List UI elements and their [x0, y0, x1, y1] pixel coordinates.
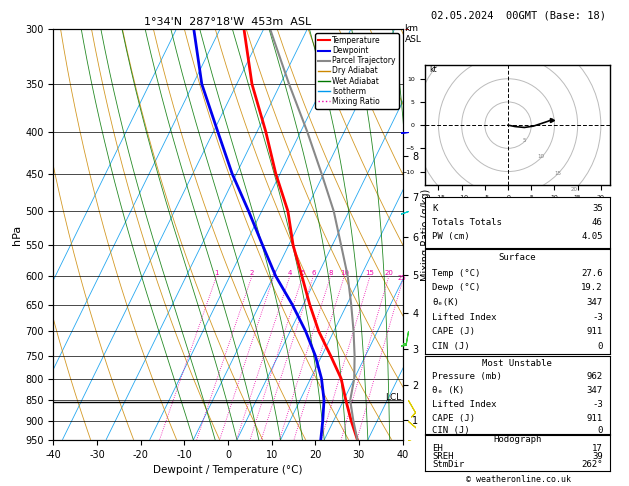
Text: Most Unstable: Most Unstable: [482, 359, 552, 368]
Text: 2: 2: [250, 270, 254, 276]
Text: 347: 347: [587, 386, 603, 395]
X-axis label: Dewpoint / Temperature (°C): Dewpoint / Temperature (°C): [153, 465, 303, 475]
Text: 6: 6: [311, 270, 316, 276]
Text: 911: 911: [587, 414, 603, 423]
Text: CAPE (J): CAPE (J): [432, 328, 475, 336]
Text: © weatheronline.co.uk: © weatheronline.co.uk: [467, 474, 571, 484]
Text: StmDir: StmDir: [432, 460, 464, 469]
Text: 4.05: 4.05: [581, 232, 603, 241]
Text: 8: 8: [328, 270, 333, 276]
Text: Surface: Surface: [499, 253, 536, 262]
Text: 46: 46: [592, 218, 603, 227]
Text: K: K: [432, 204, 437, 212]
Text: 20: 20: [571, 187, 577, 192]
Text: Lifted Index: Lifted Index: [432, 400, 496, 409]
Text: km
ASL: km ASL: [404, 24, 421, 44]
Text: 911: 911: [587, 328, 603, 336]
Y-axis label: hPa: hPa: [13, 225, 23, 244]
Title: 1°34'N  287°18'W  453m  ASL: 1°34'N 287°18'W 453m ASL: [145, 17, 311, 27]
Y-axis label: Mixing Ratio (g/kg): Mixing Ratio (g/kg): [421, 189, 431, 280]
Text: SREH: SREH: [432, 452, 454, 461]
Text: CIN (J): CIN (J): [432, 426, 470, 435]
Text: -3: -3: [592, 400, 603, 409]
Text: 347: 347: [587, 298, 603, 307]
Text: 4: 4: [287, 270, 292, 276]
Text: Lifted Index: Lifted Index: [432, 312, 496, 322]
Text: Dewp (°C): Dewp (°C): [432, 283, 481, 293]
Text: Totals Totals: Totals Totals: [432, 218, 502, 227]
Text: kt: kt: [429, 65, 437, 74]
Text: 15: 15: [365, 270, 374, 276]
Text: 0: 0: [598, 426, 603, 435]
Text: 27.6: 27.6: [581, 269, 603, 278]
Text: 5: 5: [523, 138, 526, 142]
Text: LCL: LCL: [385, 393, 401, 402]
Text: Hodograph: Hodograph: [493, 435, 542, 444]
Text: 1: 1: [214, 270, 219, 276]
Text: 262°: 262°: [581, 460, 603, 469]
Text: 02.05.2024  00GMT (Base: 18): 02.05.2024 00GMT (Base: 18): [431, 11, 606, 21]
Text: 19.2: 19.2: [581, 283, 603, 293]
Text: 39: 39: [592, 452, 603, 461]
Text: -3: -3: [592, 312, 603, 322]
Text: 10: 10: [538, 154, 545, 159]
Text: Temp (°C): Temp (°C): [432, 269, 481, 278]
Text: 0: 0: [598, 342, 603, 351]
Text: CAPE (J): CAPE (J): [432, 414, 475, 423]
Text: 25: 25: [398, 276, 407, 281]
Text: 10: 10: [340, 270, 349, 276]
Text: 15: 15: [554, 171, 561, 175]
Text: 20: 20: [384, 270, 393, 276]
Text: CIN (J): CIN (J): [432, 342, 470, 351]
Text: 35: 35: [592, 204, 603, 212]
Legend: Temperature, Dewpoint, Parcel Trajectory, Dry Adiabat, Wet Adiabat, Isotherm, Mi: Temperature, Dewpoint, Parcel Trajectory…: [315, 33, 399, 109]
Text: PW (cm): PW (cm): [432, 232, 470, 241]
Text: θₑ(K): θₑ(K): [432, 298, 459, 307]
Text: 17: 17: [592, 444, 603, 453]
Text: 962: 962: [587, 372, 603, 381]
Text: EH: EH: [432, 444, 443, 453]
Text: 5: 5: [301, 270, 305, 276]
Text: 3: 3: [272, 270, 276, 276]
Text: θₑ (K): θₑ (K): [432, 386, 464, 395]
Text: Pressure (mb): Pressure (mb): [432, 372, 502, 381]
